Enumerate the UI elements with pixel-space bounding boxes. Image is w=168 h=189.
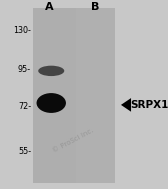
Ellipse shape [37, 93, 66, 113]
Text: 72-: 72- [18, 102, 31, 111]
Polygon shape [121, 98, 131, 112]
Bar [33, 8, 76, 183]
Text: 95-: 95- [18, 65, 31, 74]
Ellipse shape [38, 66, 64, 76]
Bar [33, 8, 115, 183]
Text: 130-: 130- [13, 26, 31, 35]
Text: B: B [91, 2, 99, 12]
Text: SRPX1: SRPX1 [130, 100, 168, 110]
Text: A: A [45, 2, 54, 12]
Text: 55-: 55- [18, 147, 31, 156]
Text: © ProSci Inc.: © ProSci Inc. [52, 127, 95, 154]
